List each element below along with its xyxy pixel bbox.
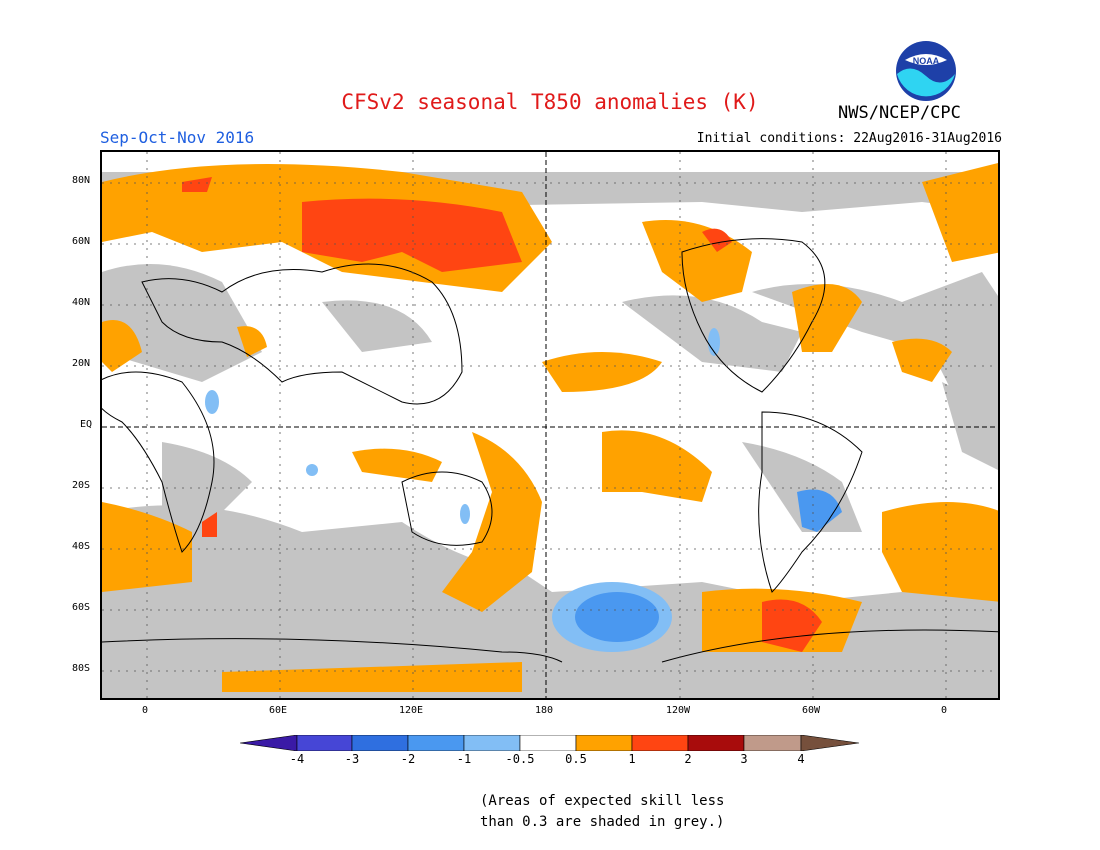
skill-note: (Areas of expected skill less than 0.3 a… (480, 791, 724, 833)
colorbar-label: -4 (289, 752, 305, 766)
skill-note-line: than 0.3 are shaded in grey.) (480, 814, 725, 830)
lat-label: EQ (80, 419, 93, 430)
org-label: NWS/NCEP/CPC (838, 103, 961, 123)
lat-label: 80S (72, 663, 91, 674)
chart-title: CFSv2 seasonal T850 anomalies (K) (341, 90, 759, 114)
colorbar-label: 1 (628, 752, 636, 766)
cool-anomaly-regions (205, 328, 842, 652)
skill-note-line: (Areas of expected skill less (480, 793, 725, 809)
map-svg (102, 152, 998, 698)
lat-label: 40S (72, 541, 91, 552)
lon-label: 0 (141, 705, 149, 716)
colorbar-label: -0.5 (505, 752, 535, 766)
colorbar-segment (575, 735, 633, 751)
noaa-logo: NOAA (896, 41, 956, 101)
colorbar-label: -3 (344, 752, 360, 766)
colorbar-segment (631, 735, 689, 751)
low-skill-regions (102, 172, 998, 698)
colorbar-label: -1 (456, 752, 472, 766)
lat-label: 40N (72, 297, 91, 308)
colorbar-label: 2 (684, 752, 692, 766)
colorbar-segment (296, 735, 353, 751)
colorbar-segment (743, 735, 802, 751)
equator-dateline (102, 152, 998, 698)
strong-warm-regions (182, 177, 822, 652)
lat-label: 60N (72, 236, 91, 247)
colorbar (240, 735, 860, 751)
forecast-period: Sep-Oct-Nov 2016 (100, 128, 255, 147)
colorbar-segment (687, 735, 745, 751)
lon-label: 60E (268, 705, 288, 716)
lat-label: 20S (72, 480, 91, 491)
colorbar-segment (240, 735, 298, 751)
noaa-logo-text: NOAA (913, 56, 940, 66)
lon-label: 0 (940, 705, 948, 716)
colorbar-segment (463, 735, 521, 751)
colorbar-segment (351, 735, 409, 751)
lon-label: 120E (398, 705, 424, 716)
colorbar-label: -2 (400, 752, 416, 766)
initial-conditions: Initial conditions: 22Aug2016-31Aug2016 (696, 131, 1002, 146)
lat-label: 80N (72, 175, 91, 186)
lat-label: 20N (72, 358, 91, 369)
colorbar-label: 3 (740, 752, 748, 766)
anomaly-map (100, 150, 1000, 700)
lon-label: 180 (534, 705, 554, 716)
lon-label: 60W (801, 705, 821, 716)
colorbar-segment (519, 735, 577, 751)
warm-anomaly-regions (102, 163, 998, 692)
graticule (102, 152, 998, 698)
colorbar-segment (407, 735, 465, 751)
coastlines (102, 238, 998, 663)
colorbar-label: 4 (797, 752, 805, 766)
colorbar-label: 0.5 (565, 752, 587, 766)
lat-label: 60S (72, 602, 91, 613)
colorbar-segment (800, 735, 860, 751)
lon-label: 120W (665, 705, 691, 716)
